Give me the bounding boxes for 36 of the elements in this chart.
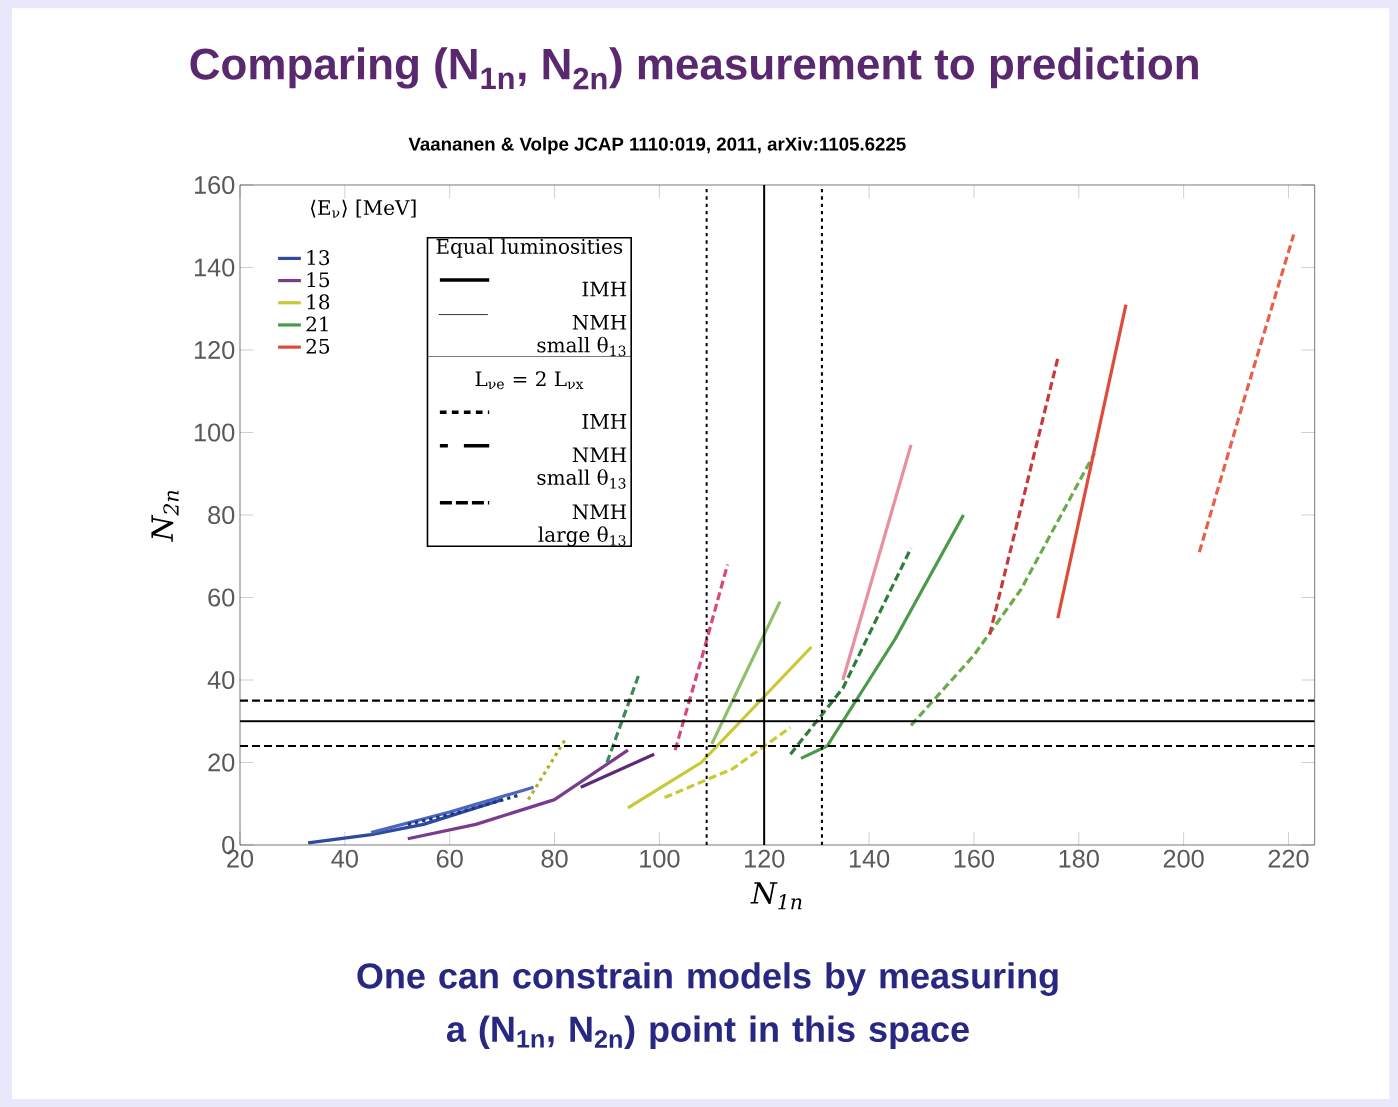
legend-label: 25: [306, 338, 330, 354]
legend-label: 21: [306, 316, 328, 332]
y-tick-label: 140: [194, 258, 235, 277]
y-tick-label: 60: [208, 588, 235, 607]
annotation: Equal luminosities: [436, 238, 623, 258]
annotation: IMH: [582, 281, 627, 297]
annotation: IMH: [582, 414, 627, 429]
x-tick-label: 220: [1268, 849, 1309, 868]
y-tick-label: 40: [207, 671, 235, 689]
y-tick-label: 100: [194, 423, 235, 442]
x-tick-label: 140: [849, 849, 890, 868]
x-tick-label: 160: [954, 849, 995, 868]
annotation: L$_{νe}$ = 2 L$_{νx}$: [475, 371, 584, 390]
y-tick-label: 80: [208, 506, 235, 524]
x-tick-label: 80: [541, 849, 568, 868]
x-tick-label: 200: [1163, 849, 1204, 868]
chart-title: Comparing (N$_{1n}$, N$_{2n}$) measurement to prediction: [190, 47, 1198, 90]
legend-label: 13: [307, 249, 330, 266]
text: One can constrain models by measuring a (N$_{1n}$, N$_{2n}$) point in this space: [357, 962, 1058, 1050]
x-tick-label: 120: [745, 849, 785, 868]
legend-title: ⟨E$_{ν}$⟩ [MeV]: [310, 199, 416, 218]
x-tick-label: 180: [1059, 849, 1099, 868]
legend-label: 18: [307, 294, 330, 310]
x-axis-title: N$_{1n}$: [750, 882, 802, 910]
x-tick-label: 40: [331, 849, 358, 868]
annotation: NMH large θ$_{13}$: [538, 504, 627, 547]
chart-subtitle: Vaananen & Volpe JCAP 1110:019, 2011, arXiv:1105.6225: [408, 136, 906, 155]
legend-label: 15: [307, 272, 330, 288]
y-axis-title: N$_{2n}$: [151, 490, 179, 542]
x-tick-label: 60: [436, 849, 463, 868]
annotation: NMH small θ$_{13}$: [537, 447, 627, 489]
y-tick-label: 120: [194, 341, 235, 359]
y-tick-label: 20: [208, 753, 235, 772]
annotation: NMH small θ$_{13}$: [537, 315, 627, 357]
x-tick-label: 100: [640, 849, 680, 868]
y-tick-label: 160: [194, 176, 235, 194]
